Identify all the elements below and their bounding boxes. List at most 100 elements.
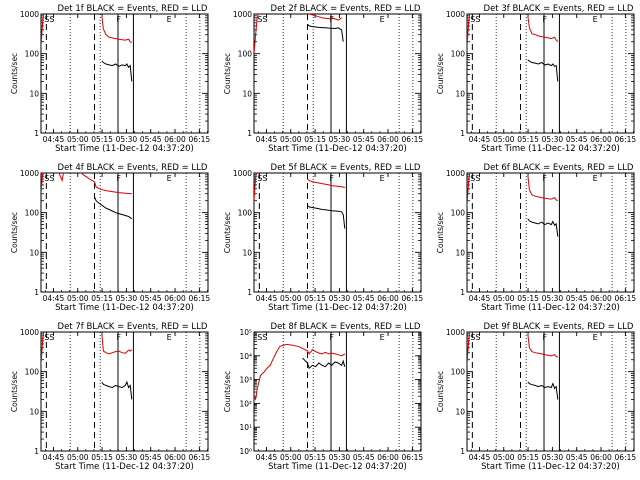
- x-tick-label: 05:00: [493, 294, 515, 303]
- y-axis-label: Counts/sec: [436, 53, 445, 94]
- series-lld-line: [307, 178, 345, 188]
- x-tick-label: 05:15: [91, 453, 113, 462]
- flare-label: F: [116, 15, 121, 24]
- y-tick-label: 1000: [446, 328, 465, 337]
- series-events-line: [307, 205, 346, 229]
- y-tick-label: 1: [247, 288, 252, 297]
- y-tick-label: 1000: [233, 169, 252, 178]
- y-axis-label: Counts/sec: [436, 371, 445, 412]
- x-tick-label: 05:15: [91, 294, 113, 303]
- series-lld-line: [254, 173, 257, 201]
- x-tick-label: 05:30: [329, 453, 351, 462]
- x-tick-label: 06:00: [590, 294, 612, 303]
- y-tick-label: 100: [25, 209, 40, 218]
- panel-title: Det 9f BLACK = Events, RED = LLD: [484, 322, 634, 332]
- series-lld-line: [527, 15, 559, 43]
- x-tick-label: 05:45: [353, 294, 375, 303]
- series-lld-line: [41, 332, 45, 365]
- y-tick-label: 100: [238, 50, 253, 59]
- x-axis-label: Start Time (11-Dec-12 04:37:20): [55, 462, 194, 472]
- plot-frame: [253, 331, 422, 452]
- x-tick-label: 05:15: [517, 294, 539, 303]
- x-tick-label: 06:00: [164, 294, 186, 303]
- x-tick-label: 05:00: [493, 453, 515, 462]
- series-group: [467, 332, 559, 400]
- x-tick-label: 06:15: [402, 294, 424, 303]
- x-tick-label: 05:15: [517, 135, 539, 144]
- plot-frame: [40, 13, 209, 134]
- x-tick-label: 05:30: [116, 453, 138, 462]
- y-tick-label: 1: [34, 129, 39, 138]
- series-group: [41, 173, 133, 220]
- x-tick-label: 05:45: [140, 294, 162, 303]
- x-tick-label: 05:30: [329, 135, 351, 144]
- sunrise-label: SS: [257, 174, 267, 183]
- series-lld-line: [41, 173, 132, 195]
- y-tick-label: 1: [460, 288, 465, 297]
- x-tick-label: 05:45: [353, 135, 375, 144]
- x-tick-label: 05:30: [116, 135, 138, 144]
- x-tick-label: 04:45: [43, 135, 65, 144]
- y-tick-label: 1000: [20, 328, 39, 337]
- series-lld-line: [467, 14, 471, 47]
- y-tick-label: 10: [29, 89, 39, 98]
- x-tick-label: 05:30: [542, 453, 564, 462]
- panel-title: Det 5f BLACK = Events, RED = LLD: [271, 163, 421, 173]
- plot-frame: [253, 172, 422, 293]
- x-tick-label: 06:00: [590, 453, 612, 462]
- series-events-line: [302, 357, 346, 370]
- x-axis-label: Start Time (11-Dec-12 04:37:20): [481, 303, 620, 313]
- y-axis-label: Counts/sec: [10, 212, 19, 253]
- flare-label: F: [116, 333, 121, 342]
- y-axis-label: Counts/sec: [10, 371, 19, 412]
- series-group: [254, 343, 346, 401]
- series-lld-line: [101, 15, 133, 44]
- y-axis-label: Counts/sec: [223, 371, 232, 412]
- y-tick-label: 10⁰: [239, 447, 252, 456]
- y-tick-label: 100: [25, 50, 40, 59]
- x-tick-label: 04:45: [469, 135, 491, 144]
- x-tick-label: 05:30: [116, 294, 138, 303]
- series-events-line: [527, 381, 559, 400]
- x-tick-label: 04:45: [43, 294, 65, 303]
- series-events-line: [94, 196, 133, 220]
- y-tick-label: 1: [460, 447, 465, 456]
- series-lld-line: [467, 332, 471, 365]
- x-tick-label: 06:00: [164, 135, 186, 144]
- series-events-line: [101, 60, 133, 82]
- x-tick-label: 04:45: [469, 294, 491, 303]
- eclipse-label: E: [380, 333, 385, 342]
- y-tick-label: 100: [238, 209, 253, 218]
- x-axis-label: Start Time (11-Dec-12 04:37:20): [268, 462, 407, 472]
- panel-det-2f: Det 2f BLACK = Events, RED = LLD 1 10 100 10…: [223, 4, 424, 154]
- x-tick-label: 05:00: [280, 294, 302, 303]
- y-axis-label: Counts/sec: [223, 212, 232, 253]
- x-tick-label: 05:30: [329, 294, 351, 303]
- panel-det-6f: Det 6f BLACK = Events, RED = LLD 1 10 100 10…: [436, 163, 636, 313]
- y-tick-label: 1: [34, 288, 39, 297]
- x-tick-label: 06:15: [402, 135, 424, 144]
- series-lld-line: [41, 14, 45, 47]
- x-tick-label: 05:45: [566, 453, 588, 462]
- sunrise-label: SS: [257, 333, 267, 342]
- series-lld-line: [254, 14, 342, 54]
- y-axis-label: Counts/sec: [223, 53, 232, 94]
- y-tick-label: 100: [451, 368, 466, 377]
- y-tick-label: 10: [242, 248, 252, 257]
- series-events-line: [527, 218, 559, 237]
- x-tick-label: 04:45: [256, 135, 278, 144]
- sunrise-label: SS: [470, 333, 480, 342]
- panel-title: Det 1f BLACK = Events, RED = LLD: [58, 4, 208, 14]
- eclipse-label: E: [593, 333, 598, 342]
- panel-det-9f: Det 9f BLACK = Events, RED = LLD 1 10 100 10…: [436, 322, 636, 472]
- x-tick-label: 05:00: [493, 135, 515, 144]
- panel-title: Det 4f BLACK = Events, RED = LLD: [58, 163, 208, 173]
- x-tick-label: 05:00: [280, 453, 302, 462]
- y-tick-label: 10¹: [239, 423, 252, 432]
- flare-label: F: [329, 174, 334, 183]
- x-tick-label: 05:45: [566, 294, 588, 303]
- x-tick-label: 04:45: [469, 453, 491, 462]
- x-tick-label: 06:15: [189, 453, 211, 462]
- x-tick-label: 05:00: [67, 453, 89, 462]
- x-tick-label: 06:15: [615, 453, 637, 462]
